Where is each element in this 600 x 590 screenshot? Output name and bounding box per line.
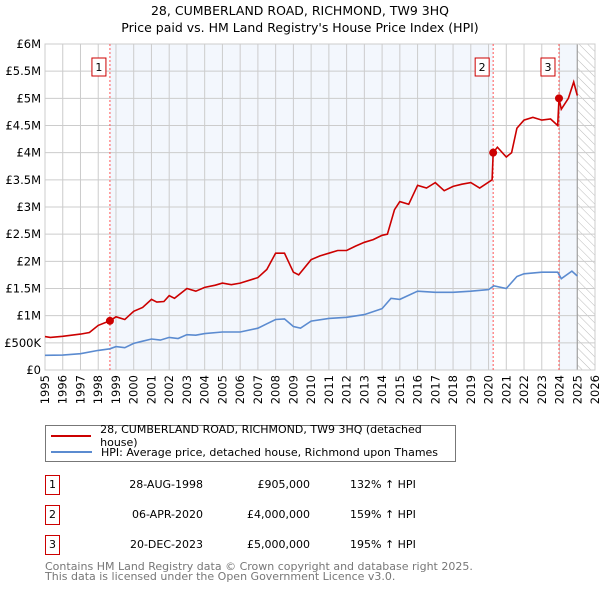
sale-label: 1	[95, 61, 102, 74]
x-tick-label: 2000	[127, 375, 141, 404]
sale-point	[554, 94, 563, 103]
x-tick-label: 2012	[340, 375, 354, 404]
sale-label-box	[91, 57, 107, 77]
y-tick-label: £3M	[16, 200, 41, 214]
x-tick-label: 1996	[56, 375, 70, 404]
x-tick-label: 2002	[162, 375, 176, 404]
x-tick-label: 1998	[91, 375, 105, 404]
y-tick-label: £4.5M	[5, 119, 41, 133]
transaction-price: £4,000,000	[247, 508, 310, 521]
transaction-date: 28-AUG-1998	[129, 478, 203, 491]
legend: 28, CUMBERLAND ROAD, RICHMOND, TW9 3HQ (…	[45, 423, 456, 462]
transaction-row: 2 06-APR-2020 £4,000,000 159% ↑ HPI	[45, 505, 465, 525]
sale-point	[105, 316, 114, 325]
x-tick-label: 2001	[144, 375, 158, 404]
x-tick-label: 2003	[180, 375, 194, 404]
chart-title: 28, CUMBERLAND ROAD, RICHMOND, TW9 3HQ	[150, 3, 449, 18]
chart-subtitle: Price paid vs. HM Land Registry's House …	[121, 20, 479, 35]
series-line	[44, 79, 579, 339]
x-tick-label: 2026	[588, 375, 600, 404]
x-tick-label: 1995	[38, 375, 52, 404]
x-tick-label: 2016	[411, 375, 425, 404]
transaction-hpi: 159% ↑ HPI	[350, 508, 416, 521]
y-tick-label: £5M	[16, 91, 41, 105]
sale-label: 2	[479, 61, 486, 74]
transaction-row: 3 20-DEC-2023 £5,000,000 195% ↑ HPI	[45, 535, 465, 555]
x-tick-label: 2015	[393, 375, 407, 404]
x-tick-label: 2009	[286, 375, 300, 404]
footer-licence: This data is licensed under the Open Gov…	[45, 570, 396, 583]
transaction-date: 20-DEC-2023	[129, 538, 203, 551]
y-tick-label: £0	[26, 363, 41, 377]
x-tick-label: 2019	[464, 375, 478, 404]
x-tick-label: 2018	[446, 375, 460, 404]
x-tick-label: 2011	[322, 375, 336, 404]
y-tick-label: £5.5M	[5, 64, 41, 78]
x-tick-label: 2008	[269, 375, 283, 404]
transaction-date: 06-APR-2020	[131, 508, 203, 521]
transaction-marker: 1	[45, 475, 60, 495]
legend-item-property: 28, CUMBERLAND ROAD, RICHMOND, TW9 3HQ (…	[51, 423, 455, 449]
x-tick-label: 2010	[304, 375, 318, 404]
legend-label: 28, CUMBERLAND ROAD, RICHMOND, TW9 3HQ (…	[100, 423, 422, 449]
footer-copyright: Contains HM Land Registry data © Crown c…	[45, 560, 473, 573]
transaction-hpi: 132% ↑ HPI	[350, 478, 416, 491]
x-tick-label: 2013	[357, 375, 371, 404]
x-tick-label: 2005	[215, 375, 229, 404]
y-tick-label: £1M	[16, 309, 41, 323]
sale-label: 3	[544, 61, 551, 74]
price-chart: 1995 1996 1997 1998 1999 2000 2001 2002 2003 2004…	[4, 37, 600, 404]
legend-swatch-blue	[51, 451, 92, 453]
y-tick-label: £6M	[16, 37, 41, 51]
x-tick-label: 2023	[535, 375, 549, 404]
transaction-price: £905,000	[257, 478, 311, 491]
transaction-marker: 3	[45, 535, 60, 555]
y-tick-label: £1.5M	[5, 282, 41, 296]
transaction-hpi: 195% ↑ HPI	[350, 538, 416, 551]
x-tick-label: 2022	[517, 375, 531, 404]
y-tick-label: £2M	[16, 254, 41, 268]
x-tick-label: 1999	[109, 375, 123, 404]
sale-label-box	[540, 57, 556, 77]
x-tick-label: 2007	[251, 375, 265, 404]
x-tick-label: 2021	[499, 375, 513, 404]
x-tick-label: 2006	[233, 375, 247, 404]
transaction-marker: 2	[45, 505, 60, 525]
x-tick-label: 1997	[73, 375, 87, 404]
y-tick-label: £2.5M	[5, 227, 41, 241]
sale-point	[489, 148, 498, 157]
legend-label: HPI: Average price, detached house, Rich…	[101, 445, 439, 459]
x-tick-label: 2014	[375, 375, 389, 404]
x-tick-label: 2020	[482, 375, 496, 404]
y-tick-label: £4M	[16, 146, 41, 160]
legend-swatch-red	[51, 435, 92, 437]
plot-border	[44, 43, 596, 371]
sale-label-box	[474, 57, 490, 77]
series-line	[44, 270, 578, 357]
x-tick-label: 2004	[198, 375, 212, 404]
y-tick-label: £3.5M	[5, 173, 41, 187]
x-tick-label: 2024	[553, 375, 567, 404]
x-tick-label: 2025	[570, 375, 584, 404]
transaction-price: £5,000,000	[247, 538, 310, 551]
legend-item-hpi: HPI: Average price, detached house, Rich…	[51, 445, 438, 459]
transaction-row: 1 28-AUG-1998 £905,000 132% ↑ HPI	[45, 475, 465, 495]
x-tick-label: 2017	[428, 375, 442, 404]
y-tick-label: £500K	[4, 336, 41, 350]
